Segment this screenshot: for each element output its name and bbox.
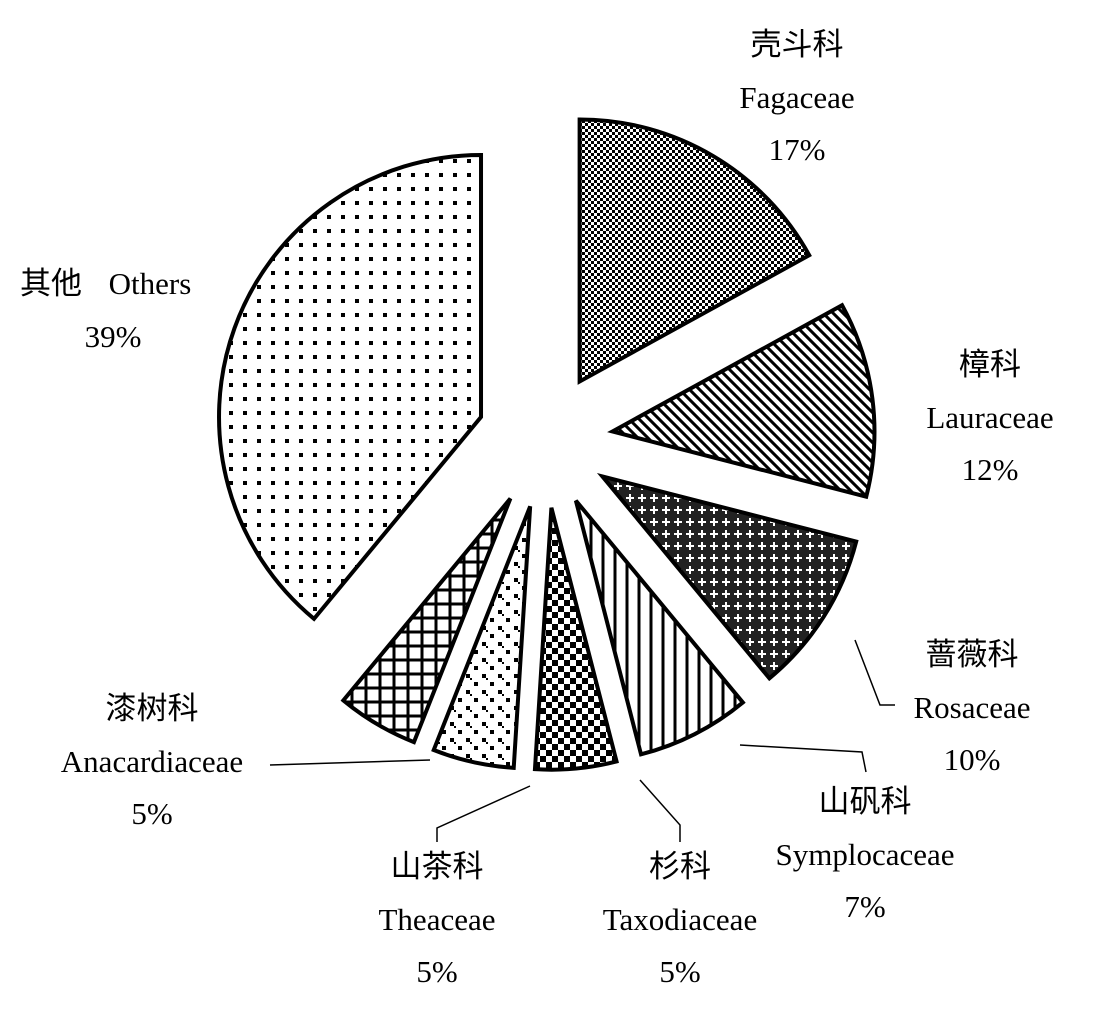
value-label: 5% xyxy=(131,796,172,831)
label-zh: 山茶科 xyxy=(391,849,484,884)
value-label: 10% xyxy=(944,742,1001,777)
label-zh: 蔷薇科 xyxy=(926,637,1019,672)
slice xyxy=(607,302,877,500)
label-en: Rosaceae xyxy=(913,690,1030,725)
label-en: Theaceae xyxy=(379,902,496,937)
slice xyxy=(573,499,746,757)
leader-line xyxy=(739,744,867,773)
slice xyxy=(340,497,513,745)
label-zh: 其他 xyxy=(20,266,82,301)
value-label: 39% xyxy=(85,319,142,354)
value-label: 17% xyxy=(769,132,826,167)
label-zh: 漆树科 xyxy=(106,691,199,726)
slice xyxy=(217,152,484,622)
label-en: Fagaceae xyxy=(739,80,854,115)
label-en: Lauraceae xyxy=(926,400,1053,435)
leader-line xyxy=(269,759,431,766)
label-en: Symplocaceae xyxy=(775,837,954,872)
slice xyxy=(532,507,619,772)
labels: 壳斗科 Fagaceae 17% 樟科 Lauraceae 12% 蔷薇科 Rosaceae 1… xyxy=(20,27,1054,989)
value-label: 5% xyxy=(416,954,457,989)
leader-line xyxy=(854,639,895,706)
slice xyxy=(431,505,533,770)
label-zh: 壳斗科 xyxy=(751,27,844,62)
slice xyxy=(596,472,859,682)
slice xyxy=(577,117,812,385)
label-zh: 杉科 xyxy=(649,849,711,884)
label-zh: 樟科 xyxy=(959,347,1021,382)
value-label: 5% xyxy=(659,954,700,989)
label-en: Taxodiaceae xyxy=(603,902,757,937)
label-en: Anacardiaceae xyxy=(61,744,243,779)
leader-line xyxy=(639,779,681,842)
label-zh: 山矾科 xyxy=(819,784,912,819)
pie xyxy=(217,117,877,772)
value-label: 12% xyxy=(962,452,1019,487)
value-label: 7% xyxy=(844,889,885,924)
leader-line xyxy=(436,785,531,842)
label-en: Others xyxy=(109,266,192,301)
